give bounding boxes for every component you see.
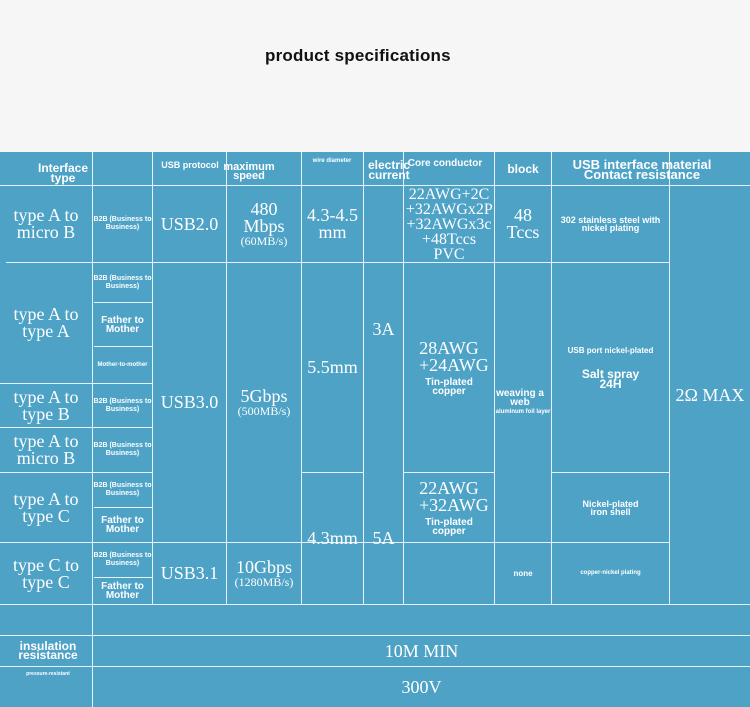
protocol-usb20: USB2.0 [160, 213, 219, 234]
header-maximum-speed: maximum speed [223, 161, 275, 182]
grid-line [0, 185, 750, 186]
insulation-label: insulation resistance [18, 639, 78, 662]
speed-value: 10Gbps [235, 556, 292, 577]
material-main: Salt spray 24H [581, 366, 640, 391]
interface-type-r4: type A to micro B [13, 431, 79, 468]
sub-type-s6: B2B (Business to Business) [93, 442, 152, 457]
protocol-usb30: USB3.0 [160, 392, 219, 412]
sub-type-s10: Father to Mother [101, 581, 144, 601]
material-2: USB port nickel-plated Salt spray 24H [552, 263, 669, 472]
sub-type-s1: B2B (Business to Business) [93, 216, 152, 231]
core-conductor-2: 28AWG +24AWG Tin-plated copper [404, 263, 494, 472]
grid-line [6, 262, 669, 263]
header-contact-resistance: Contact resistance [583, 167, 701, 182]
sub-type-s5: B2B (Business to Business) [93, 397, 152, 413]
grid-line [0, 542, 669, 543]
grid-line [363, 152, 364, 604]
block-value: weaving a web [496, 388, 544, 408]
header-wire-diameter: wire diameter [312, 157, 352, 164]
grid-line [94, 346, 152, 347]
header-interface-type: Interface type [37, 161, 89, 185]
block-none: none [513, 568, 533, 578]
sub-type-s3: Father to Mother [101, 314, 144, 335]
grid-line [494, 152, 495, 604]
core-conductor-value: 28AWG +24AWG [419, 337, 489, 375]
current-3a: 3A [372, 318, 395, 339]
interface-type-r3: type A to type B [13, 386, 79, 424]
grid-line [0, 666, 750, 667]
insulation-value: 10M MIN [384, 640, 459, 661]
grid-line [301, 152, 302, 604]
interface-type-r2: type A to type A [13, 304, 79, 341]
interface-type-r6: type C to type C [13, 554, 79, 592]
wire-diameter-3: 4.3mm [307, 528, 358, 548]
header-usb-interface-material: USB interface material [572, 157, 712, 172]
speed-cell-3: 10Gbps (1280MB/s) [227, 543, 301, 604]
block-sub: aluminum foil layer [495, 409, 551, 415]
grid-line [301, 472, 363, 473]
core-conductor-value: 22AWG +32AWG [419, 477, 489, 515]
core-conductor-material: Tin-plated copper [425, 516, 473, 537]
sub-type-s8: Father to Mother [101, 515, 144, 535]
header-core-conductor: Core conductor [407, 157, 483, 169]
grid-line [403, 472, 494, 473]
page-title: product specifications [265, 46, 451, 65]
grid-line [669, 152, 670, 604]
speed-value: 480 Mbps [243, 198, 285, 236]
grid-line [403, 152, 404, 604]
core-conductor-3: 22AWG +32AWG Tin-plated copper [404, 473, 494, 542]
speed-sub: (60MB/s) [240, 233, 288, 248]
block-1: 48 Tccs [506, 205, 540, 242]
grid-line [94, 507, 152, 508]
grid-line [94, 302, 152, 303]
pressure-label: pressure-resistant [26, 670, 70, 677]
grid-line [0, 472, 152, 473]
grid-line [152, 152, 153, 604]
header-material-resistance: USB interface material Contact resistanc… [552, 156, 732, 184]
material-1: 302 stainless steel with nickel plating [560, 215, 661, 233]
sub-type-s7: B2B (Business to Business) [93, 482, 152, 497]
spec-table: Interface type USB protocol maximum spee… [0, 152, 750, 707]
current-5a: 5A [372, 528, 395, 548]
wire-diameter-1: 4.3-4.5 mm [307, 205, 358, 242]
grid-line [226, 152, 227, 604]
header-usb-protocol: USB protocol [161, 160, 219, 170]
protocol-usb31: USB3.1 [160, 563, 219, 583]
grid-line [0, 427, 152, 428]
material-3: Nickel-plated iron shell [582, 498, 639, 517]
speed-sub: (1280MB/s) [234, 574, 294, 589]
contact-resistance-value: 2Ω MAX [675, 384, 745, 405]
sub-type-s9: B2B (Business to Business) [93, 552, 152, 567]
interface-type-r1: type A to micro B [13, 205, 79, 242]
core-conductor-1: 22AWG+2C +32AWGx2P +32AWGx3c +48Tccs PVC [405, 186, 493, 262]
header-electric-current: electric current [367, 158, 411, 182]
grid-line [551, 152, 552, 604]
speed-sub: (500MB/s) [237, 403, 291, 418]
header-block: block [507, 162, 539, 176]
core-conductor-material: Tin-plated copper [425, 376, 473, 397]
material-4: copper-nickel plating [580, 570, 641, 576]
title-area: product specifications [0, 0, 750, 152]
grid-line [94, 577, 152, 578]
grid-line [0, 635, 750, 636]
speed-cell-1: 480 Mbps (60MB/s) [227, 186, 301, 262]
grid-line [92, 152, 93, 707]
grid-line [0, 383, 152, 384]
sub-type-s2: B2B (Business to Business) [93, 274, 152, 290]
interface-type-r5: type A to type C [13, 488, 79, 526]
material-top: USB port nickel-plated [567, 345, 654, 355]
wire-diameter-2: 5.5mm [307, 357, 358, 377]
grid-line [0, 604, 750, 605]
sub-type-s4: Mother-to-mother [97, 361, 148, 368]
pressure-value: 300V [401, 676, 442, 697]
block-2: weaving a web aluminum foil layer [495, 263, 551, 542]
speed-value: 5Gbps [240, 385, 288, 406]
speed-cell-2: 5Gbps (500MB/s) [227, 263, 301, 542]
grid-line [551, 472, 669, 473]
